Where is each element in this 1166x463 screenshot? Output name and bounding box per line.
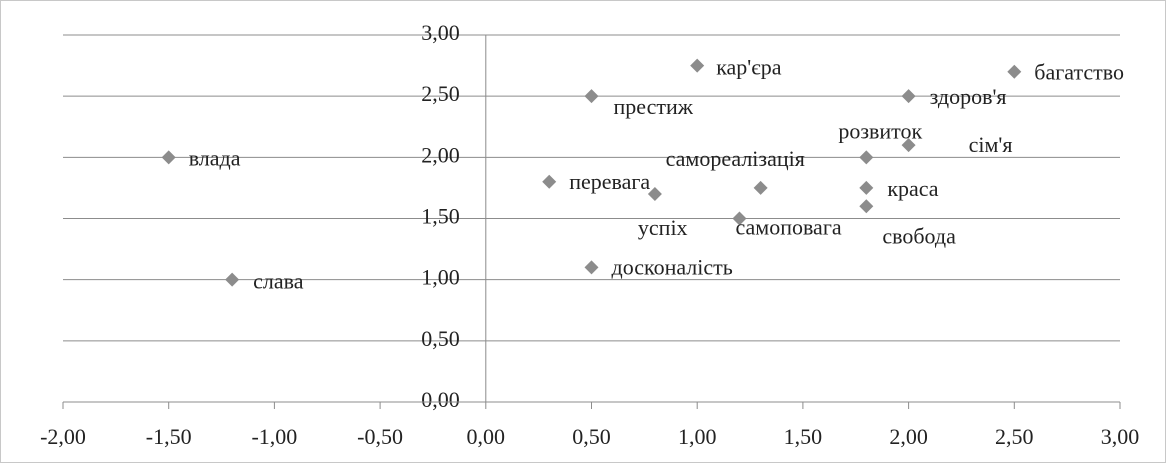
y-tick-label: 2,50 bbox=[421, 81, 460, 106]
data-point bbox=[584, 260, 599, 275]
point-label: досконалість bbox=[612, 254, 733, 279]
data-point bbox=[584, 89, 599, 104]
x-tick-label: 1,50 bbox=[784, 424, 823, 449]
y-tick-label: 2,00 bbox=[421, 142, 460, 167]
point-label: перевага bbox=[569, 169, 650, 194]
x-tick-label: -0,50 bbox=[357, 424, 403, 449]
data-point bbox=[753, 180, 768, 195]
x-tick-label: -2,00 bbox=[40, 424, 86, 449]
y-tick-label: 1,50 bbox=[421, 204, 460, 229]
point-label: кар'єра bbox=[716, 55, 782, 80]
data-point bbox=[859, 180, 874, 195]
x-tick-label: 0,00 bbox=[467, 424, 506, 449]
data-point bbox=[859, 150, 874, 165]
point-label: успіх bbox=[638, 215, 688, 240]
y-tick-label: 1,00 bbox=[421, 265, 460, 290]
x-tick-label: 2,50 bbox=[995, 424, 1034, 449]
data-point bbox=[859, 199, 874, 214]
data-point bbox=[225, 272, 240, 287]
point-label: самореалізація bbox=[666, 146, 805, 171]
data-point bbox=[161, 150, 176, 165]
data-point bbox=[542, 174, 557, 189]
point-label: сім'я bbox=[969, 132, 1013, 157]
point-label: багатство bbox=[1034, 60, 1124, 85]
point-label: свобода bbox=[882, 223, 956, 248]
data-point bbox=[647, 187, 662, 202]
point-label: слава bbox=[253, 269, 304, 294]
x-tick-label: 2,00 bbox=[889, 424, 928, 449]
x-tick-label: -1,50 bbox=[146, 424, 192, 449]
data-point bbox=[690, 58, 705, 73]
data-point bbox=[901, 138, 916, 153]
point-label: здоров'я bbox=[930, 84, 1007, 109]
point-label: краса bbox=[887, 176, 938, 201]
x-tick-label: 1,00 bbox=[678, 424, 717, 449]
x-tick-label: -1,00 bbox=[251, 424, 297, 449]
y-tick-label: 0,00 bbox=[421, 387, 460, 412]
data-point bbox=[732, 211, 747, 226]
point-label: престиж bbox=[614, 94, 694, 119]
y-tick-label: 0,50 bbox=[421, 326, 460, 351]
point-label: самоповага bbox=[735, 215, 841, 240]
y-tick-label: 3,00 bbox=[421, 20, 460, 45]
point-label: влада bbox=[189, 145, 241, 170]
data-point bbox=[901, 89, 916, 104]
data-point bbox=[1007, 64, 1022, 79]
x-tick-label: 3,00 bbox=[1101, 424, 1140, 449]
x-tick-label: 0,50 bbox=[572, 424, 611, 449]
